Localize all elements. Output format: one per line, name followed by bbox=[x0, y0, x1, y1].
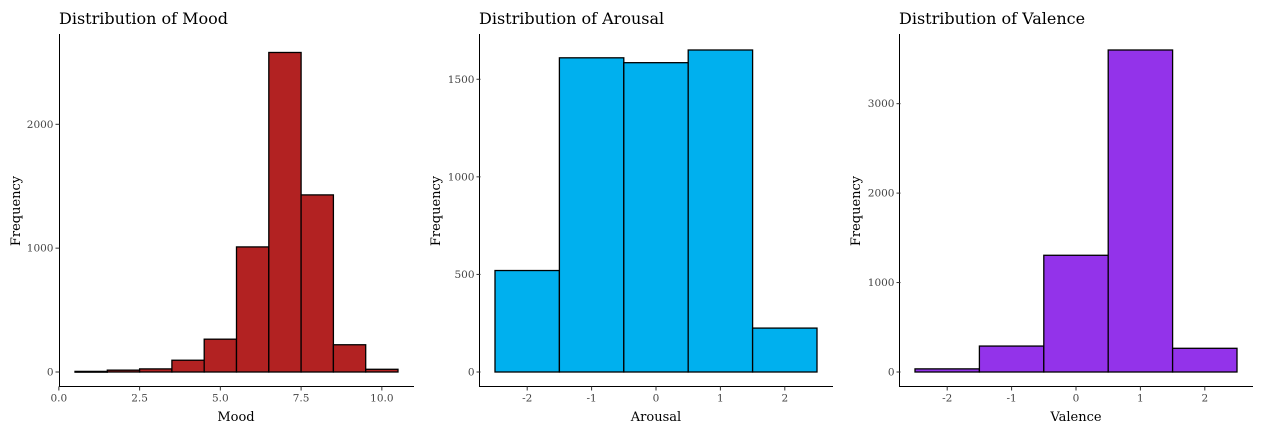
mood-bar-0 bbox=[74, 370, 108, 373]
mood-x-tick-label: 0.0 bbox=[50, 393, 67, 405]
mood-bar-7 bbox=[300, 194, 335, 373]
valence-x-axis-label: Valence bbox=[1049, 410, 1101, 425]
mood-bar-4 bbox=[203, 338, 238, 373]
valence-bar-3 bbox=[1107, 49, 1174, 373]
arousal-bar-0 bbox=[494, 269, 561, 373]
arousal-histogram-panel: Distribution of Arousal Arousal Frequenc… bbox=[429, 9, 833, 425]
mood-x-tick-label: 5.0 bbox=[212, 393, 229, 405]
arousal-x-tick-label: -2 bbox=[522, 393, 532, 405]
arousal-y-tick-label: 1000 bbox=[448, 171, 475, 183]
mood-bar-6 bbox=[268, 51, 302, 373]
valence-y-tick-label: 3000 bbox=[868, 98, 895, 110]
mood-y-tick-label: 1000 bbox=[27, 243, 54, 255]
mood-y-axis-label: Frequency bbox=[9, 175, 24, 246]
valence-x-tick-label: 1 bbox=[1137, 393, 1144, 405]
valence-bar-4 bbox=[1171, 347, 1238, 373]
arousal-y-tick-label: 500 bbox=[454, 269, 474, 281]
valence-histogram-panel: Distribution of Valence Valence Frequenc… bbox=[849, 9, 1253, 425]
valence-y-tick-label: 0 bbox=[888, 367, 895, 379]
valence-x-tick-label: -2 bbox=[942, 393, 952, 405]
valence-x-tick-label: 0 bbox=[1073, 393, 1080, 405]
mood-x-axis-label: Mood bbox=[217, 410, 254, 425]
arousal-x-tick-label: 1 bbox=[717, 393, 724, 405]
arousal-bar-1 bbox=[558, 57, 625, 373]
valence-chart-title: Distribution of Valence bbox=[899, 9, 1085, 28]
mood-x-tick-label: 2.5 bbox=[131, 393, 148, 405]
arousal-x-tick-label: -1 bbox=[586, 393, 596, 405]
mood-histogram-panel: Distribution of Mood Mood Frequency 0 100… bbox=[9, 9, 414, 425]
mood-x-tick-label: 10.0 bbox=[370, 393, 393, 405]
valence-bar-1 bbox=[978, 345, 1045, 373]
arousal-y-tick-label: 0 bbox=[468, 367, 475, 379]
mood-y-tick-label: 2000 bbox=[27, 119, 54, 131]
mood-bar-3 bbox=[171, 359, 205, 373]
mood-bar-2 bbox=[138, 368, 173, 373]
mood-bar-5 bbox=[235, 246, 270, 373]
arousal-x-tick-label: 0 bbox=[653, 393, 660, 405]
arousal-y-axis-label: Frequency bbox=[429, 175, 444, 246]
valence-x-tick-label: -1 bbox=[1006, 393, 1016, 405]
arousal-y-tick-label: 1500 bbox=[448, 74, 475, 86]
arousal-bar-4 bbox=[751, 327, 818, 373]
arousal-chart-title: Distribution of Arousal bbox=[479, 9, 664, 28]
valence-bar-2 bbox=[1043, 254, 1109, 373]
arousal-bar-2 bbox=[623, 62, 689, 373]
mood-bar-9 bbox=[365, 368, 399, 373]
mood-bar-8 bbox=[332, 344, 367, 373]
valence-x-tick-label: 2 bbox=[1201, 393, 1208, 405]
valence-bar-0 bbox=[914, 368, 981, 373]
mood-x-tick-label: 7.5 bbox=[293, 393, 310, 405]
mood-y-tick-label: 0 bbox=[47, 367, 54, 379]
mood-bar-1 bbox=[106, 369, 141, 373]
arousal-x-axis-label: Arousal bbox=[630, 410, 681, 425]
valence-y-axis-label: Frequency bbox=[849, 175, 864, 246]
mood-chart-title: Distribution of Mood bbox=[59, 9, 228, 28]
arousal-bar-3 bbox=[687, 49, 754, 373]
arousal-x-tick-label: 2 bbox=[781, 393, 788, 405]
valence-y-tick-label: 2000 bbox=[868, 188, 895, 200]
valence-y-tick-label: 1000 bbox=[868, 277, 895, 289]
